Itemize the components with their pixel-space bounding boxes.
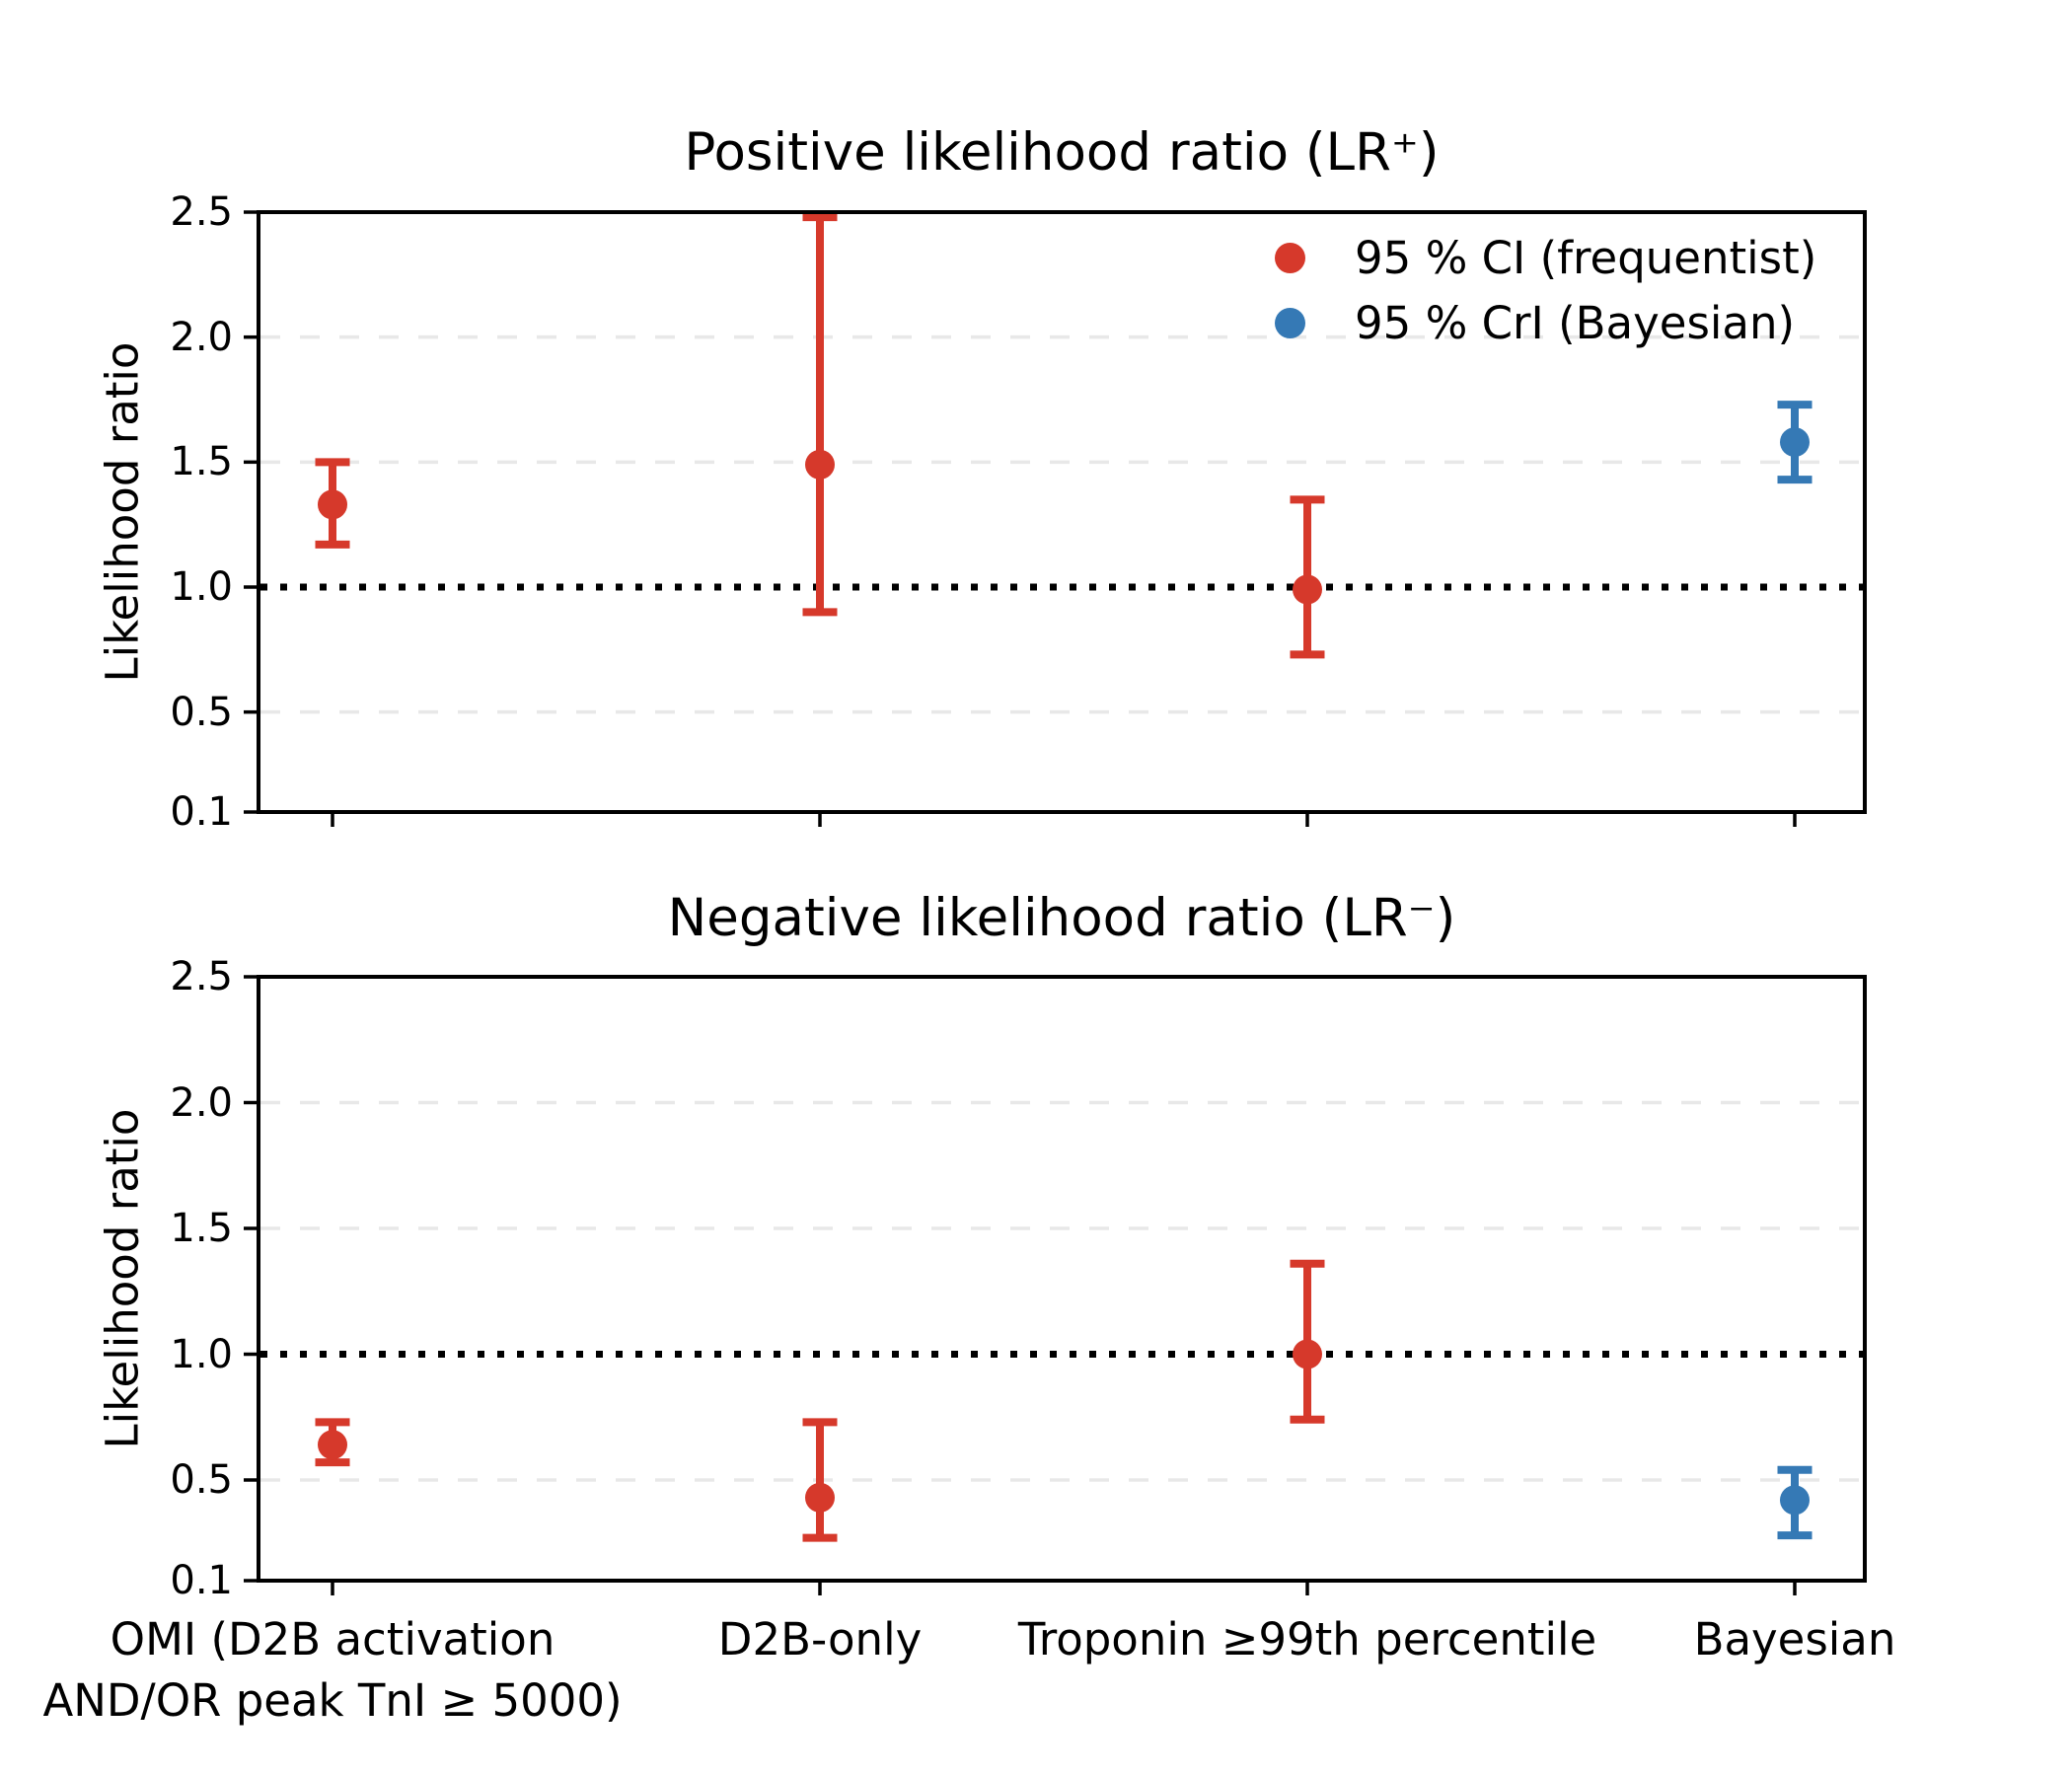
axes-spines (257, 975, 1867, 1583)
legend-label-bayesian: 95 % CrI (Bayesian) (1355, 296, 1796, 349)
y-tick-label-1-0.1: 0.1 (170, 1558, 233, 1603)
point-marker-0-2 (1293, 574, 1322, 605)
y-tick-label-0-1.5: 1.5 (170, 439, 233, 485)
x-tick-label-bayesian: Bayesian (1693, 1613, 1896, 1665)
negative-lr-chart (244, 975, 1867, 1595)
y-tick-label-0-1.0: 1.0 (170, 564, 233, 610)
top-y-axis-label: Likelihood ratio (96, 341, 149, 683)
plot-positive-lr: 95 % CI (frequentist) 95 % CrI (Bayesian… (170, 192, 1867, 832)
top-plot-title: Positive likelihood ratio (LR⁺) (684, 122, 1440, 183)
y-tick-label-1-2.0: 2.0 (170, 1079, 233, 1126)
point-marker-1-2 (1293, 1339, 1322, 1369)
legend-item-bayesian: 95 % CrI (Bayesian) (1275, 296, 1816, 349)
y-tick-label-0-2.5: 2.5 (170, 189, 233, 235)
legend: 95 % CI (frequentist) 95 % CrI (Bayesian… (1275, 234, 1816, 347)
legend-marker-frequentist-icon (1275, 243, 1305, 274)
y-tick-label-1-1.5: 1.5 (170, 1206, 233, 1251)
bottom-plot-title: Negative likelihood ratio (LR⁻) (667, 888, 1456, 948)
y-tick-label-0-0.1: 0.1 (170, 789, 233, 835)
point-marker-0-1 (805, 449, 835, 480)
point-marker-1-0 (318, 1430, 347, 1460)
x-tick-label-d2b-only: D2B-only (717, 1613, 923, 1665)
legend-marker-bayesian-icon (1275, 307, 1305, 338)
x-tick-label-omi: OMI (D2B activation AND/OR peak TnI ≥ 50… (42, 1613, 623, 1728)
legend-item-frequentist: 95 % CI (frequentist) (1275, 234, 1816, 283)
y-tick-label-1-2.5: 2.5 (170, 954, 233, 999)
y-tick-label-1-0.5: 0.5 (170, 1457, 233, 1503)
x-tick-label-troponin: Troponin ≥99th percentile (1017, 1613, 1597, 1665)
axes-spines (257, 210, 1867, 814)
point-marker-0-0 (318, 489, 347, 520)
y-tick-label-0-2.0: 2.0 (170, 314, 233, 360)
plot-negative-lr: 2.5 2.0 1.5 1.0 0.5 0.1 (170, 957, 1867, 1600)
y-tick-label-0-0.5: 0.5 (170, 689, 233, 735)
point-marker-1-3 (1780, 1485, 1810, 1516)
legend-label-frequentist: 95 % CI (frequentist) (1355, 232, 1817, 284)
point-marker-1-1 (805, 1482, 835, 1513)
positive-lr-chart (244, 210, 1867, 827)
y-tick-label-1-1.0: 1.0 (170, 1331, 233, 1377)
point-marker-0-3 (1780, 427, 1810, 458)
bottom-y-axis-label: Likelihood ratio (96, 1108, 149, 1449)
